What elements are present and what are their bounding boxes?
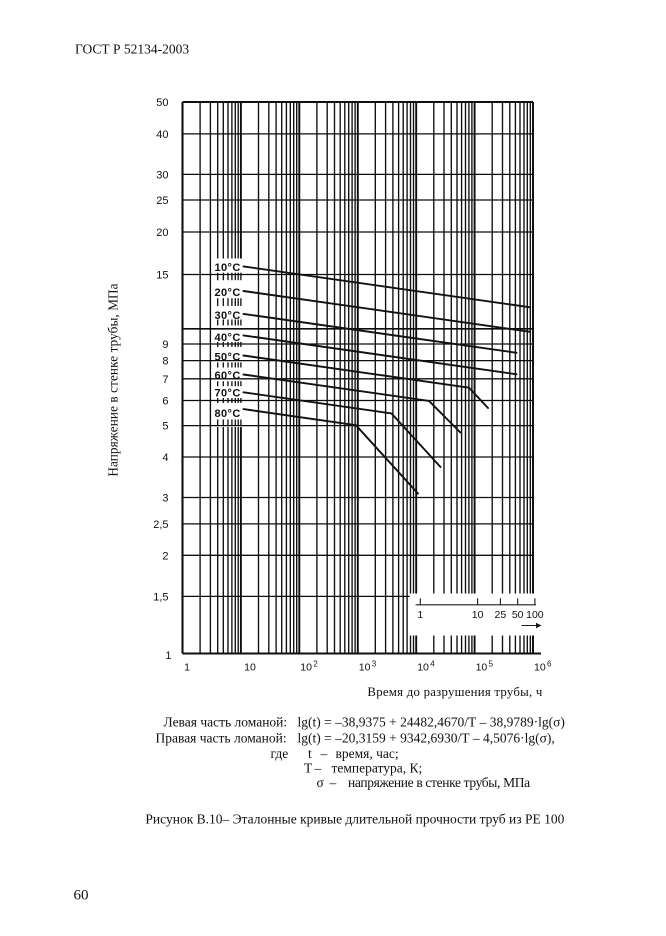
svg-text:10°C: 10°C: [215, 262, 241, 274]
svg-text:4: 4: [162, 452, 168, 464]
svg-text:1,5: 1,5: [153, 591, 168, 603]
svg-text:25: 25: [495, 609, 507, 621]
svg-text:время, час;: время, час;: [336, 746, 399, 761]
svg-text:Рисунок В.10– Эталонные кривые: Рисунок В.10– Эталонные кривые длительно…: [145, 812, 564, 827]
svg-text:8: 8: [162, 356, 168, 368]
svg-text:t: t: [308, 746, 312, 761]
svg-text:6: 6: [162, 396, 168, 408]
svg-text:2: 2: [313, 660, 318, 669]
svg-text:20°C: 20°C: [215, 287, 241, 299]
svg-text:Напряжение в стенке трубы, МПа: Напряжение в стенке трубы, МПа: [106, 283, 121, 476]
svg-text:σ: σ: [317, 775, 325, 790]
svg-text:25: 25: [156, 195, 168, 207]
svg-text:Т: Т: [304, 761, 313, 776]
svg-text:70°C: 70°C: [215, 388, 241, 400]
svg-text:60°C: 60°C: [215, 370, 241, 382]
svg-text:1: 1: [417, 609, 423, 621]
svg-text:9: 9: [162, 339, 168, 351]
svg-text:50°C: 50°C: [215, 351, 241, 363]
svg-text:50: 50: [512, 609, 524, 621]
svg-text:10: 10: [534, 662, 546, 674]
svg-text:80°C: 80°C: [215, 408, 241, 420]
svg-text:1: 1: [184, 662, 190, 674]
svg-text:lg(t) = –38,9375 + 24482,4670/: lg(t) = –38,9375 + 24482,4670/Т – 38,978…: [298, 714, 565, 729]
svg-text:7: 7: [162, 374, 168, 386]
svg-text:2,5: 2,5: [153, 519, 168, 531]
svg-text:1: 1: [165, 650, 171, 662]
svg-text:10: 10: [476, 662, 488, 674]
svg-text:напряжение в стенке трубы, МПа: напряжение в стенке трубы, МПа: [348, 775, 530, 790]
svg-text:40°C: 40°C: [215, 332, 241, 344]
svg-text:20: 20: [156, 227, 168, 239]
svg-text:Время до разрушения трубы, ч: Время до разрушения трубы, ч: [367, 685, 542, 699]
svg-text:где: где: [271, 746, 289, 761]
svg-text:50: 50: [156, 97, 168, 109]
svg-text:60: 60: [74, 888, 89, 904]
svg-text:30: 30: [156, 169, 168, 181]
svg-text:lg(t) = –20,3159 + 9342,6930/Т: lg(t) = –20,3159 + 9342,6930/Т – 4,5076·…: [298, 730, 555, 745]
svg-text:–: –: [320, 746, 328, 761]
svg-text:температура, К;: температура, К;: [332, 761, 423, 776]
svg-text:6: 6: [547, 660, 552, 669]
svg-text:2: 2: [162, 550, 168, 562]
svg-text:40: 40: [156, 129, 168, 141]
svg-text:30°C: 30°C: [215, 310, 241, 322]
svg-text:4: 4: [430, 660, 435, 669]
svg-text:3: 3: [372, 660, 377, 669]
svg-text:Левая часть ломаной:: Левая часть ломаной:: [164, 714, 288, 729]
svg-text:10: 10: [244, 662, 256, 674]
svg-text:–: –: [314, 761, 322, 776]
svg-text:100: 100: [526, 609, 544, 621]
svg-text:ГОСТ Р 52134-2003: ГОСТ Р 52134-2003: [75, 42, 189, 57]
svg-text:10: 10: [417, 662, 429, 674]
svg-text:15: 15: [156, 270, 168, 282]
svg-text:5: 5: [489, 660, 494, 669]
svg-text:10: 10: [472, 609, 484, 621]
svg-text:5: 5: [162, 421, 168, 433]
svg-text:–: –: [329, 775, 337, 790]
svg-text:10: 10: [300, 662, 312, 674]
svg-text:Правая часть ломаной:: Правая часть ломаной:: [156, 730, 287, 745]
svg-text:3: 3: [162, 493, 168, 505]
svg-text:10: 10: [359, 662, 371, 674]
